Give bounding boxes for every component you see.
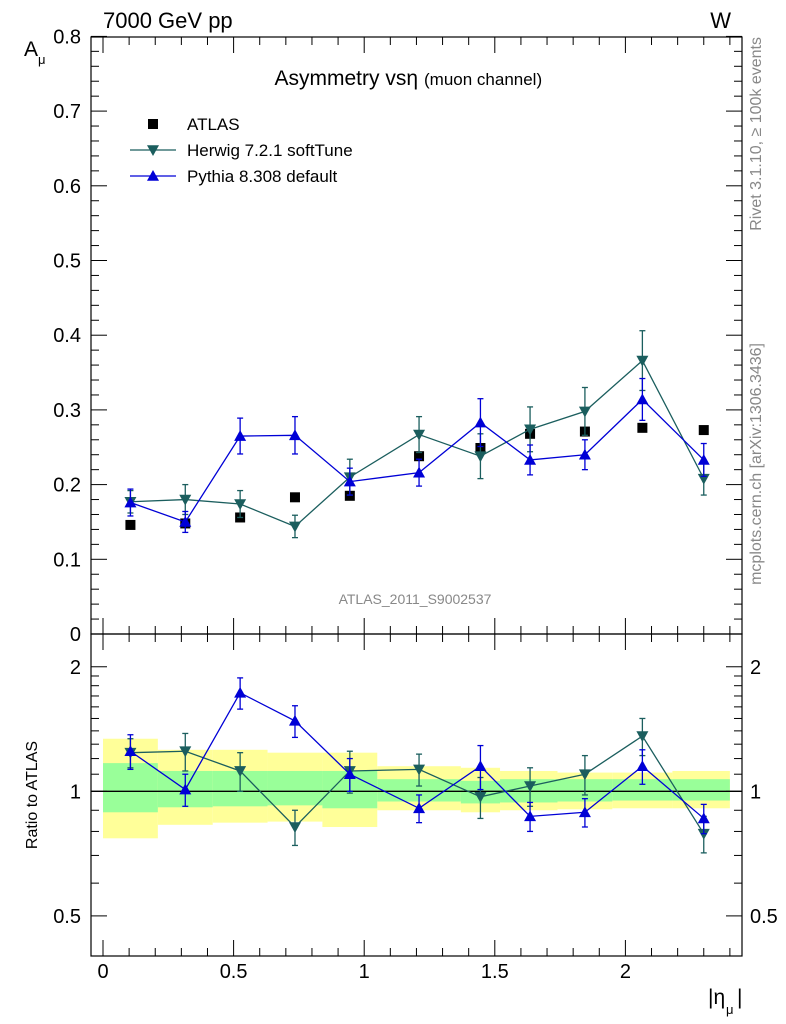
pythia-point [343,475,356,487]
legend-marker-herwig [147,145,159,156]
main-y-axis-label-subscript: μ [38,52,46,67]
ratio-pythia-point [288,714,301,726]
y-tick-label: 0.8 [53,26,81,48]
y-tick-label: 0.7 [53,101,81,123]
y-tick-label: 0.2 [53,475,81,497]
pythia-point [636,393,649,405]
main-panel-ticks: 0.1 0.2 0.3 0.4 0.5 0.6 0.7 0.8 0 [53,26,742,646]
uncertainty-band-stat [377,779,461,802]
ratio-panel-frame [90,633,743,957]
pythia-point [474,416,487,428]
x-tick-label: 1 [359,961,370,983]
pythia-point [413,466,426,478]
atlas-point [414,451,425,462]
x-axis-label-subscript: μ [726,1002,734,1017]
main-title: Asymmetry vsη [274,67,418,90]
pythia-point [288,429,301,441]
x-tick-label: 0 [97,961,108,983]
ratio-panel-marks [124,677,710,854]
x-axis-label-end: | [737,986,742,1009]
ratio-pythia-point [179,783,192,795]
ratio-pythia-point [524,810,537,822]
ratio-herwig-point [234,766,247,777]
ratio-pythia-point [636,760,649,772]
ratio-herwig-point [636,731,649,743]
ratio-panel-ticks: 0 0.5 1 1.5 2 0.5 0.5 1 1 2 2 [53,634,778,983]
ratio-y-tick-label-right: 2 [750,657,761,679]
ratio-y-axis-label: Ratio to ATLAS [24,741,41,849]
header-process: W [710,8,731,33]
ratio-y-tick-label: 1 [70,781,81,803]
uncertainty-band-stat [612,779,673,801]
main-y-axis-label: A [24,38,38,61]
main-panel-marks [124,330,710,539]
ratio-pythia-point [578,806,591,818]
uncertainty-band-stat [267,770,323,806]
ratio-pythia-point [413,802,426,814]
herwig-point [636,355,649,367]
y-tick-label: 0.6 [53,176,81,198]
herwig-point [288,521,301,533]
herwig-point [179,494,192,506]
x-tick-label: 1.5 [481,961,509,983]
ratio-y-tick-label-right: 0.5 [750,906,778,928]
ratio-herwig-point [474,792,487,803]
legend-label-pythia: Pythia 8.308 default [187,167,338,186]
herwig-point [413,429,426,441]
pythia-point [524,453,537,465]
ratio-y-tick-label: 0.5 [53,906,81,928]
pythia-point [124,496,137,508]
rivet-version-label: Rivet 3.1.10, ≥ 100k events [748,37,765,231]
x-tick-label: 0.5 [220,961,248,983]
ratio-herwig-point [524,781,537,793]
pythia-point [234,430,247,441]
uncertainty-band-stat [103,763,158,813]
x-tick-label: 2 [620,961,631,983]
atlas-point [637,422,648,433]
y-tick-label: 0.1 [53,549,81,571]
herwig-point [234,499,247,511]
ratio-pythia-point [124,745,137,757]
analysis-label: ATLAS_2011_S9002537 [339,591,492,607]
pythia-point [697,453,710,465]
ratio-herwig-point [288,822,301,833]
y-tick-label: 0.5 [53,251,81,273]
ratio-pythia-point [234,686,247,698]
ratio-herwig-point [578,769,591,781]
header-energy: 7000 GeV pp [103,8,233,33]
herwig-line [130,359,705,528]
uncertainty-band-stat [672,779,730,801]
y-tick-label: 0.4 [53,325,81,347]
ratio-pythia-point [697,812,710,824]
pythia-point [578,448,591,460]
herwig-point [524,424,537,436]
herwig-point [578,406,591,418]
atlas-point [698,425,709,436]
atlas-point [289,492,300,503]
x-axis-label: |η [708,986,725,1009]
ratio-pythia-point [343,768,356,780]
ratio-y-tick-label: 2 [70,657,81,679]
atlas-point [344,490,355,501]
ratio-herwig-point [179,746,192,758]
legend-marker-atlas [148,119,158,129]
mcplots-source-label: mcplots.cern.ch [arXiv:1306.3436] [748,343,765,585]
pythia-point [179,515,192,527]
atlas-point [125,519,136,530]
legend-label-atlas: ATLAS [187,115,240,134]
legend-marker-pythia [147,170,159,181]
main-title-note: (muon channel) [424,70,542,89]
ratio-herwig-point [413,764,426,776]
legend: ATLAS Herwig 7.2.1 softTune Pythia 8.308 d… [130,115,353,186]
ratio-pythia-point [474,760,487,772]
legend-label-herwig: Herwig 7.2.1 softTune [187,141,353,160]
herwig-point [474,451,487,463]
y-tick-label: 0.3 [53,400,81,422]
y-tick-label-zero: 0 [70,624,81,646]
ratio-y-tick-label-right: 1 [750,781,761,803]
